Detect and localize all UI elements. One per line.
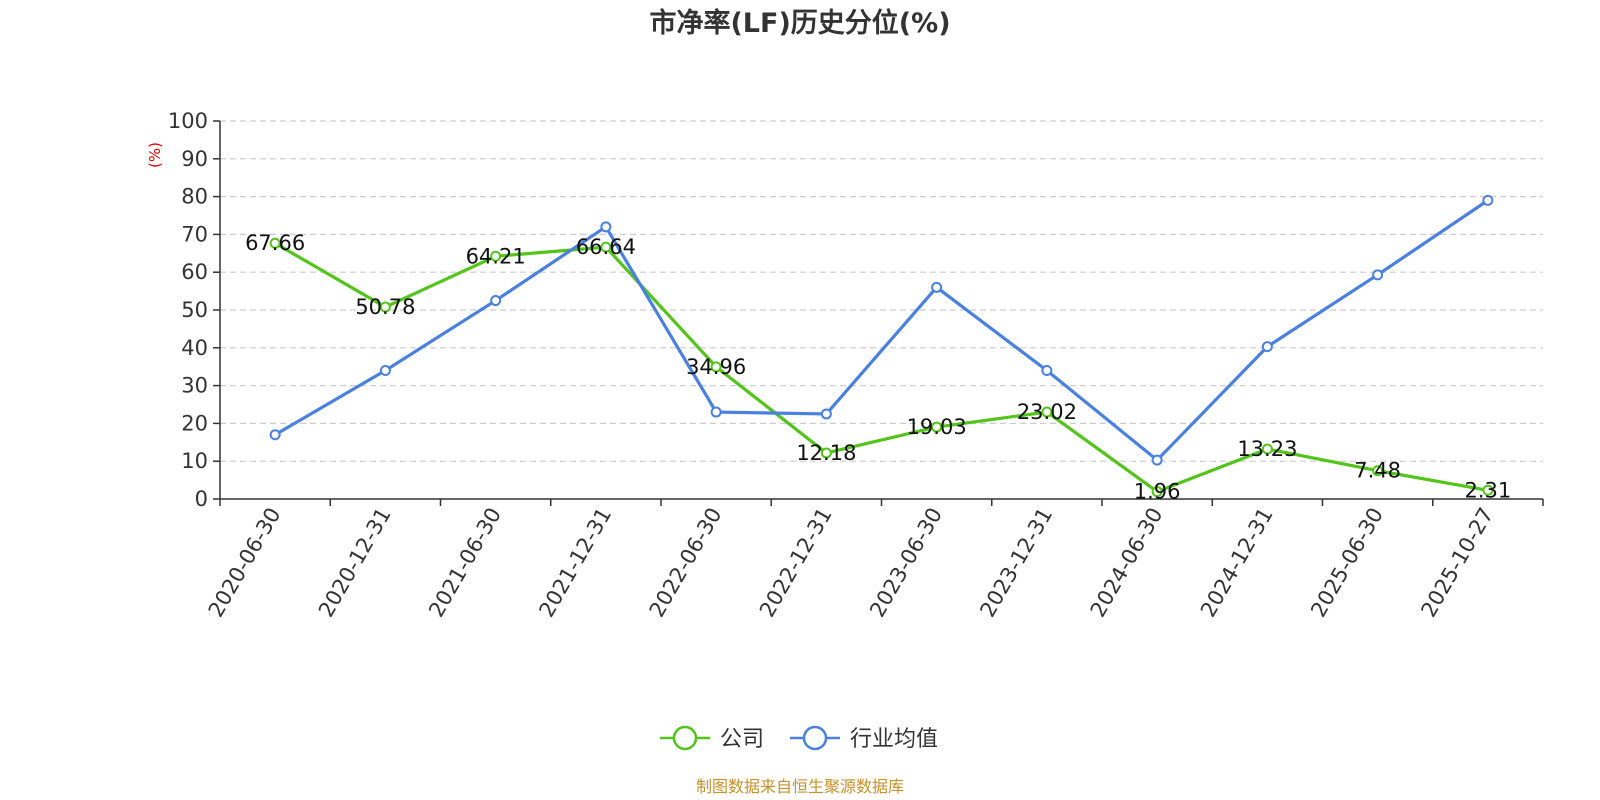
y-tick-label: 20: [181, 411, 208, 435]
x-tick-label: 2024-12-31: [1196, 504, 1278, 622]
data-point-1[interactable]: [1261, 341, 1273, 353]
data-point-0[interactable]: [1482, 484, 1494, 496]
x-tick-label: 2021-06-30: [424, 504, 506, 622]
data-label: 23.02: [1017, 400, 1077, 424]
data-point-1[interactable]: [1482, 194, 1494, 206]
series-line-0: [274, 241, 1489, 494]
data-point-0[interactable]: [1041, 406, 1053, 418]
x-tick-label: 2025-06-30: [1306, 504, 1388, 622]
data-point-0[interactable]: [1372, 465, 1384, 477]
series-lines: [269, 194, 1494, 498]
data-point-0[interactable]: [1151, 486, 1163, 498]
data-label: 66.64: [576, 235, 636, 259]
data-point-0[interactable]: [710, 361, 722, 373]
x-tick-label: 2023-12-31: [975, 504, 1057, 622]
data-point-0[interactable]: [1261, 443, 1273, 455]
data-label: 12.18: [796, 441, 856, 465]
x-tick-label: 2023-06-30: [865, 504, 947, 622]
data-label: 1.96: [1134, 480, 1181, 504]
data-point-1[interactable]: [379, 364, 391, 376]
x-tick-label: 2021-12-31: [534, 504, 616, 622]
x-tick-label: 2022-12-31: [755, 504, 837, 622]
data-point-1[interactable]: [820, 408, 832, 420]
data-point-0[interactable]: [490, 250, 502, 262]
data-point-0[interactable]: [931, 421, 943, 433]
source-note: 制图数据来自恒生聚源数据库: [696, 777, 904, 796]
data-point-0[interactable]: [379, 301, 391, 313]
data-labels: 67.66 50.78 64.21 66.64 34.96 12.18 19.03 23.02…: [245, 231, 1511, 503]
data-point-0[interactable]: [820, 447, 832, 459]
data-point-0[interactable]: [600, 241, 612, 253]
y-tick-label: 10: [181, 449, 208, 473]
series-line-1: [274, 199, 1489, 462]
data-point-1[interactable]: [600, 221, 612, 233]
data-point-1[interactable]: [710, 406, 722, 418]
x-tick-label: 2025-10-27: [1416, 504, 1498, 622]
data-point-1[interactable]: [931, 281, 943, 293]
data-point-0[interactable]: [269, 237, 281, 249]
y-axis-unit-label: (%): [146, 142, 164, 168]
data-label: 2.31: [1464, 478, 1511, 502]
data-label: 19.03: [907, 415, 967, 439]
y-tick-label: 0: [195, 487, 208, 511]
legend-label: 公司: [720, 727, 764, 752]
x-tick-label: 2020-12-31: [314, 504, 396, 622]
legend-item-1[interactable]: 行业均值: [790, 725, 938, 752]
data-label: 67.66: [245, 231, 305, 255]
data-point-1[interactable]: [1041, 364, 1053, 376]
y-tick-label: 50: [181, 298, 208, 322]
x-tick-label: 2024-06-30: [1086, 504, 1168, 622]
chart-title: 市净率(LF)历史分位(%): [649, 7, 950, 39]
data-point-1[interactable]: [269, 429, 281, 441]
y-tick-label: 40: [181, 336, 208, 360]
x-tick-label: 2022-06-30: [645, 504, 727, 622]
data-label: 13.23: [1237, 437, 1297, 461]
y-tick-label: 100: [168, 109, 208, 133]
legend-marker-icon: [672, 725, 698, 751]
data-label: 50.78: [355, 295, 415, 319]
legend[interactable]: 公司 行业均值: [660, 725, 938, 752]
y-tick-label: 30: [181, 374, 208, 398]
axes: 0 10 20 30 40 50 60 70 80 90 100 2020-06-30 2020-12-…: [168, 109, 1544, 622]
x-tick-label: 2020-06-30: [204, 504, 286, 622]
legend-item-0[interactable]: 公司: [660, 725, 764, 752]
data-label: 64.21: [466, 244, 526, 268]
legend-label: 行业均值: [850, 727, 938, 752]
data-label: 34.96: [686, 355, 746, 379]
legend-marker-icon: [802, 725, 828, 751]
y-tick-label: 90: [181, 147, 208, 171]
data-point-1[interactable]: [490, 295, 502, 307]
data-point-1[interactable]: [1151, 454, 1163, 466]
y-tick-label: 80: [181, 185, 208, 209]
y-tick-label: 60: [181, 260, 208, 284]
grid-lines: [220, 120, 1543, 462]
y-tick-label: 70: [181, 222, 208, 246]
data-label: 7.48: [1354, 459, 1401, 483]
data-point-1[interactable]: [1372, 269, 1384, 281]
